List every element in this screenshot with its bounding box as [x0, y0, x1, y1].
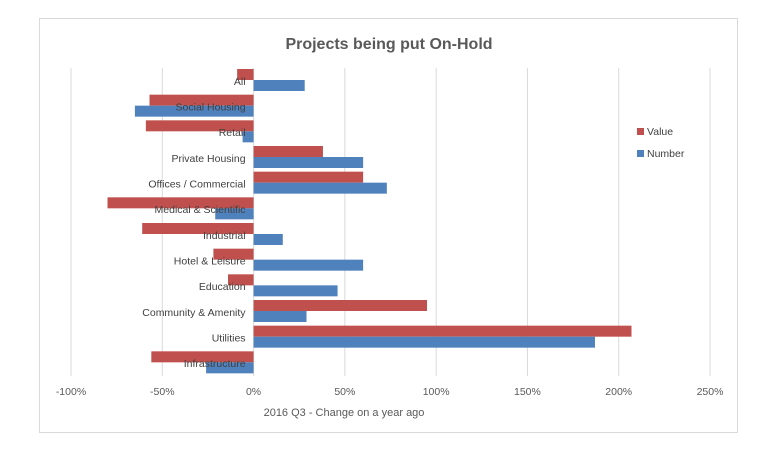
category-label: Private Housing [171, 153, 245, 165]
legend-swatch-number [637, 150, 644, 157]
gridlines [70, 68, 711, 376]
x-tick-label: 150% [514, 386, 541, 398]
bar-value-infrastructure [151, 351, 254, 363]
category-label: Industrial [203, 230, 246, 242]
bar-number-offices-commercial [253, 182, 387, 194]
bar-value-offices-commercial [253, 171, 364, 183]
chart-title: Projects being put On-Hold [285, 36, 492, 53]
category-label: Education [199, 281, 246, 293]
x-tick-label: 200% [605, 386, 632, 398]
bar-value-social-housing [149, 94, 254, 106]
x-axis-title: 2016 Q3 - Change on a year ago [264, 407, 425, 419]
bar-value-community-amenity [253, 300, 428, 311]
category-label: Retail [219, 127, 246, 139]
category-label: Hotel & Leisure [174, 256, 246, 268]
bar-value-medical-scientific [107, 197, 254, 209]
bar-number-retail [242, 131, 254, 143]
category-label: Community & Amenity [142, 307, 246, 319]
category-label: Offices / Commercial [148, 179, 245, 191]
bar-value-hotel-leisure [213, 248, 254, 260]
x-tick-label: -100% [56, 386, 86, 398]
x-tick-label: 50% [334, 386, 355, 398]
legend-label-value: Value [647, 126, 673, 138]
chart: Projects being put On-Hold All Social Hou… [56, 36, 724, 419]
bar-number-community-amenity [253, 311, 307, 322]
x-tick-labels: -100% -50% 0% 50% 100% 150% 200% 250% [56, 386, 724, 398]
x-tick-label: 0% [246, 386, 261, 398]
chart-frame: Projects being put On-Hold All Social Hou… [39, 18, 738, 433]
bar-number-medical-scientific [215, 208, 254, 220]
bars [107, 69, 632, 374]
x-tick-label: 100% [423, 386, 450, 398]
bar-value-utilities [253, 325, 632, 337]
bar-value-education [228, 274, 254, 286]
bar-value-all [237, 69, 254, 80]
bar-number-utilities [253, 336, 595, 348]
legend-swatch-value [637, 128, 644, 135]
bar-value-private-housing [253, 146, 323, 157]
x-tick-label: 250% [697, 386, 724, 398]
bar-value-retail [145, 120, 254, 132]
category-label: Utilities [212, 333, 246, 345]
bar-number-industrial [253, 234, 283, 245]
legend-label-number: Number [647, 148, 685, 160]
bar-number-infrastructure [206, 362, 254, 374]
x-tick-label: -50% [150, 386, 175, 398]
bar-number-all [253, 80, 305, 91]
bar-number-hotel-leisure [253, 259, 364, 271]
category-label: Social Housing [176, 102, 246, 114]
legend: Value Number [637, 126, 685, 160]
bar-number-social-housing [134, 105, 254, 117]
category-label: Medical & Scientific [155, 204, 246, 216]
category-label: Infrastructure [184, 358, 246, 370]
bar-number-private-housing [253, 157, 364, 168]
category-labels: All Social Housing Retail Private Housing Of… [142, 76, 246, 370]
bar-number-education [253, 285, 338, 297]
bar-value-industrial [142, 223, 254, 234]
category-label: All [234, 76, 246, 88]
